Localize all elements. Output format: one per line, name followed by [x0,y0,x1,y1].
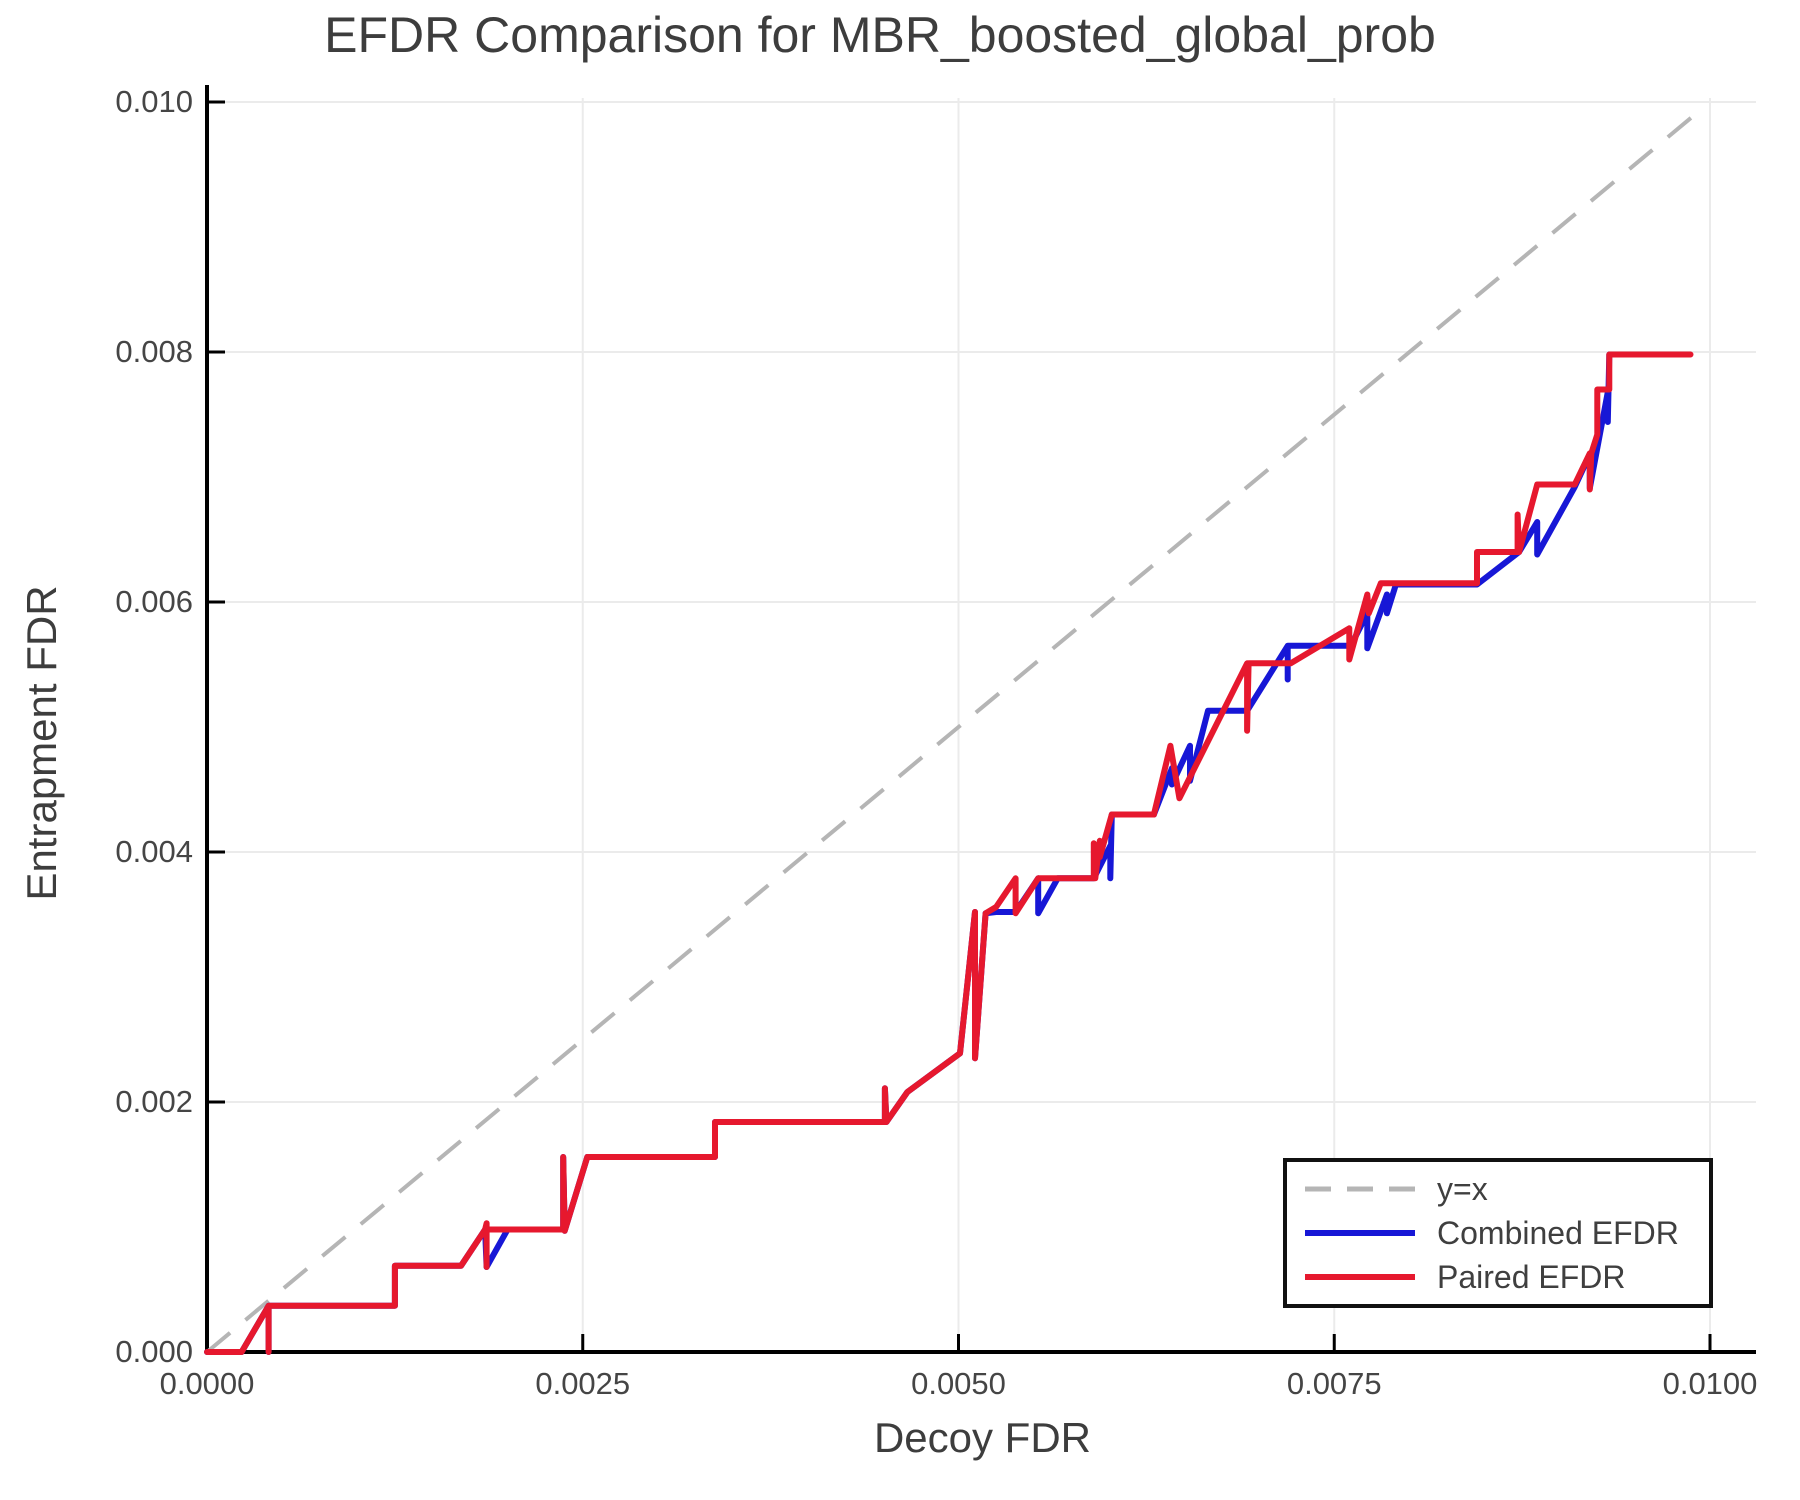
legend-item-combined: Combined EFDR [1305,1213,1709,1253]
legend-label-paired: Paired EFDR [1437,1258,1626,1295]
blue-line-sample-icon [1305,1230,1415,1236]
red-line-sample-icon [1305,1274,1415,1280]
axis-spines [205,85,1756,1354]
y-tick-label: 0.008 [115,334,193,369]
x-tick-label: 0.0000 [159,1366,255,1401]
x-axis-label: Decoy FDR [873,1414,1092,1461]
y-tick-label: 0.000 [115,1334,193,1369]
legend-label-identity: y=x [1437,1170,1488,1207]
dashed-line-sample-icon [1305,1186,1415,1192]
y-tick-label: 0.002 [115,1084,193,1119]
x-tick-label: 0.0075 [1286,1366,1382,1401]
legend-item-paired: Paired EFDR [1305,1257,1709,1297]
paired-efdr-line [204,351,1694,1355]
chart-title: EFDR Comparison for MBR_boosted_global_p… [324,7,1436,63]
identity-line [205,106,1704,1354]
y-tick-label: 0.006 [115,584,193,619]
y-tick-label: 0.010 [115,84,193,119]
legend-item-identity: y=x [1305,1169,1709,1209]
legend-label-combined: Combined EFDR [1437,1214,1679,1251]
y-tick-labels: 0.000 0.002 0.004 0.006 0.008 0.010 [0,0,193,1500]
x-tick-label: 0.0050 [911,1366,1006,1401]
y-tick-label: 0.004 [115,834,193,869]
x-tick-labels: 0.0000 0.0025 0.0050 0.0075 0.0100 [0,1366,1800,1406]
x-tick-label: 0.0025 [535,1366,631,1401]
x-tick-label: 0.0100 [1662,1366,1758,1401]
legend: y=x Combined EFDR Paired EFDR [1283,1158,1713,1308]
